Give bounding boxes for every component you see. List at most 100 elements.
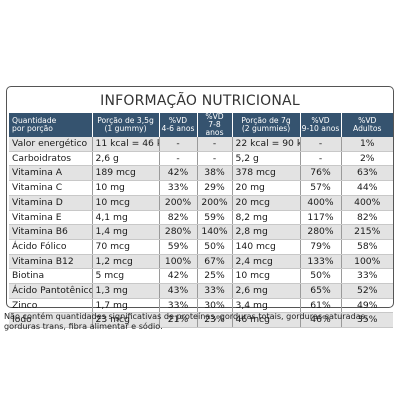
value-cell: 2,8 mg [232, 224, 301, 240]
value-cell: 11 kcal = 46 kJ [92, 137, 160, 152]
value-cell: 23 mcg [92, 312, 160, 329]
table-row: Vitamina A 189 mcg 42% 38% 378 mcg 76% 63% [9, 165, 393, 182]
value-cell: 29% [197, 180, 233, 196]
table-row: Vitamina E 4,1 mg 82% 59% 8,2 mg 117% 82% [9, 210, 393, 226]
nutrient-name-cell: Iodo [9, 312, 93, 329]
table-header-row: Quantidade por porção Porção de 3,5g (1 gu… [9, 113, 393, 137]
nutrient-name-cell: Ácido Fólico [9, 239, 93, 255]
value-cell: 100% [341, 254, 393, 270]
table-row: Vitamina B12 1,2 mcg 100% 67% 2,4 mcg 133% 100… [9, 254, 393, 270]
value-cell: 133% [300, 254, 342, 270]
panel-title: INFORMAÇÃO NUTRICIONAL [100, 93, 300, 109]
header-vd-9-10: %VD 9-10 anos [300, 113, 342, 137]
nutrient-name-cell: Vitamina D [9, 195, 93, 211]
value-cell: 59% [197, 210, 233, 226]
table-row: Carboidratos 2,6 g - -5,2 g -2% [9, 151, 393, 167]
value-cell: 38% [197, 165, 233, 182]
value-cell: 200% [197, 195, 233, 211]
nutrient-name-cell: Carboidratos [9, 151, 93, 167]
table-row: Ácido Pantotênico 1,3 mg 43% 33% 2,6 mg 65% 52… [9, 283, 393, 299]
value-cell: 1,2 mcg [92, 254, 160, 270]
table-row: Vitamina B6 1,4 mg 280% 140% 2,8 mg 280% 215% [9, 224, 393, 240]
value-cell: 30% [197, 298, 233, 314]
value-cell: 63% [341, 165, 393, 182]
value-cell: 25% [197, 268, 233, 285]
table-row: Iodo 23 mcg 21% 23% 46 mcg 46% 35% [9, 312, 393, 329]
value-cell: 58% [341, 239, 393, 255]
value-cell: 10 mcg [92, 195, 160, 211]
value-cell: 10 mcg [232, 268, 301, 285]
table-row: Zinco 1,7 mg 33% 30% 3,4 mg 61% 49% [9, 298, 393, 314]
value-cell: 5,2 g [232, 151, 301, 167]
value-cell: 2,6 mg [232, 283, 301, 299]
nutrient-name-cell: Vitamina E [9, 210, 93, 226]
value-cell: 49% [341, 298, 393, 314]
value-cell: 46 mcg [232, 312, 301, 329]
nutrient-name-cell: Vitamina A [9, 165, 93, 182]
value-cell: 100% [159, 254, 198, 270]
value-cell: 2% [341, 151, 393, 167]
value-cell: 43% [159, 283, 198, 299]
value-cell: 189 mcg [92, 165, 160, 182]
value-cell: 2,4 mcg [232, 254, 301, 270]
value-cell: 400% [341, 195, 393, 211]
value-cell: 65% [300, 283, 342, 299]
nutrition-facts-panel: INFORMAÇÃO NUTRICIONAL Quantidade por por… [6, 86, 394, 329]
header-quantity: Quantidade por porção [9, 113, 93, 137]
value-cell: 50% [300, 268, 342, 285]
value-cell: 50% [197, 239, 233, 255]
value-cell: - [197, 137, 233, 152]
value-cell: - [159, 151, 198, 167]
value-cell: 23% [197, 312, 233, 329]
value-cell: 35% [341, 312, 393, 329]
value-cell: 20 mcg [232, 195, 301, 211]
table-row: Ácido Fólico 70 mcg 59% 50% 140 mcg 79% 58% [9, 239, 393, 255]
nutrient-name-cell: Ácido Pantotênico [9, 283, 93, 299]
value-cell: 280% [159, 224, 198, 240]
value-cell: 280% [300, 224, 342, 240]
value-cell: 70 mcg [92, 239, 160, 255]
table-row: Valor energético 11 kcal = 46 kJ - -22 kcal… [9, 137, 393, 152]
value-cell: 33% [341, 268, 393, 285]
value-cell: 82% [341, 210, 393, 226]
value-cell: 3,4 mg [232, 298, 301, 314]
value-cell: 215% [341, 224, 393, 240]
value-cell: 4,1 mg [92, 210, 160, 226]
table-row: Vitamina C 10 mg 33% 29% 20 mg 57% 44% [9, 180, 393, 196]
value-cell: 140% [197, 224, 233, 240]
value-cell: 33% [197, 283, 233, 299]
value-cell: 2,6 g [92, 151, 160, 167]
value-cell: 200% [159, 195, 198, 211]
nutrient-name-cell: Vitamina B6 [9, 224, 93, 240]
value-cell: - [300, 137, 342, 152]
footnote: Não contém quantidades significativas de… [4, 311, 368, 331]
header-vd-adults: %VD Adultos [341, 113, 393, 137]
value-cell: 21% [159, 312, 198, 329]
value-cell: 140 mcg [232, 239, 301, 255]
value-cell: 10 mg [92, 180, 160, 196]
value-cell: 117% [300, 210, 342, 226]
value-cell: 400% [300, 195, 342, 211]
table-row: Biotina 5 mcg 42% 25% 10 mcg 50% 33% [9, 268, 393, 285]
value-cell: 1,3 mg [92, 283, 160, 299]
value-cell: 8,2 mg [232, 210, 301, 226]
value-cell: 1,7 mg [92, 298, 160, 314]
value-cell: 20 mg [232, 180, 301, 196]
header-vd-4-6: %VD 4-6 anos [159, 113, 198, 137]
nutrition-table: Quantidade por porção Porção de 3,5g (1 gu… [9, 113, 393, 329]
header-portion-2-gummies: Porção de 7g (2 gummies) [232, 113, 301, 137]
value-cell: 61% [300, 298, 342, 314]
value-cell: 52% [341, 283, 393, 299]
value-cell: 57% [300, 180, 342, 196]
table-row: Vitamina D 10 mcg 200% 200% 20 mcg 400% 400% [9, 195, 393, 211]
nutrient-name-cell: Vitamina B12 [9, 254, 93, 270]
value-cell: 82% [159, 210, 198, 226]
nutrient-name-cell: Zinco [9, 298, 93, 314]
value-cell: 67% [197, 254, 233, 270]
value-cell: 378 mcg [232, 165, 301, 182]
value-cell: 33% [159, 180, 198, 196]
value-cell: - [159, 137, 198, 152]
value-cell: 42% [159, 165, 198, 182]
value-cell: 1,4 mg [92, 224, 160, 240]
value-cell: 59% [159, 239, 198, 255]
